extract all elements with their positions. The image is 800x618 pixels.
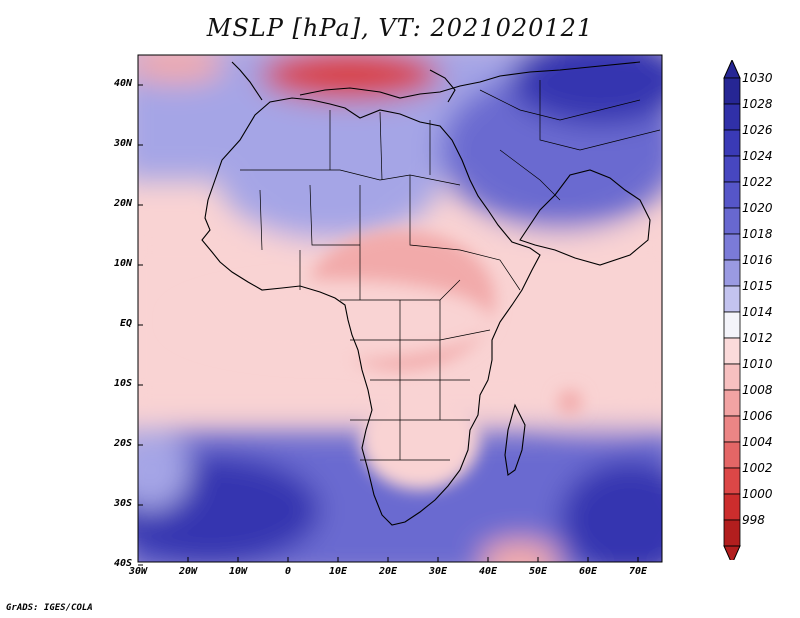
axis-ticks xyxy=(137,84,639,566)
lat-label: 10N xyxy=(113,258,132,269)
colorbar-label: 1000 xyxy=(742,487,773,501)
colorbar-label: 1020 xyxy=(742,201,773,215)
colorbar xyxy=(723,60,741,560)
lat-label: 10S xyxy=(113,378,132,389)
colorbar-swatch xyxy=(723,181,741,209)
lon-label: 30E xyxy=(428,566,448,577)
lon-label: 10E xyxy=(328,566,348,577)
colorbar-swatch xyxy=(723,77,741,105)
colorbar-swatch xyxy=(723,155,741,183)
lat-label: EQ xyxy=(119,318,132,329)
lon-label: 70E xyxy=(628,566,648,577)
lon-label: 20E xyxy=(378,566,398,577)
colorbar-label: 1015 xyxy=(742,279,773,293)
colorbar-swatch xyxy=(723,233,741,261)
colorbar-label: 1028 xyxy=(742,97,773,111)
colorbar-top-arrow xyxy=(723,60,741,79)
colorbar-label: 1006 xyxy=(742,409,773,423)
colorbar-label: 1026 xyxy=(742,123,773,137)
lon-label: 50E xyxy=(528,566,548,577)
lon-label: 20W xyxy=(178,566,198,577)
colorbar-swatch xyxy=(723,519,741,547)
colorbar-swatch xyxy=(723,415,741,443)
lat-label: 20N xyxy=(113,198,132,209)
country-borders xyxy=(240,80,661,461)
colorbar-swatch xyxy=(723,285,741,313)
colorbar-swatch xyxy=(723,311,741,339)
colorbar-bottom-arrow xyxy=(723,545,741,560)
colorbar-swatch xyxy=(723,207,741,235)
colorbar-label: 1012 xyxy=(742,331,773,345)
lon-label: 40E xyxy=(478,566,498,577)
lon-label: 30W xyxy=(128,566,148,577)
credit-label: GrADS: IGES/COLA xyxy=(6,603,93,613)
lat-label: 40N xyxy=(113,78,132,89)
colorbar-swatch xyxy=(723,389,741,417)
lon-label: 0 xyxy=(284,566,292,577)
colorbar-swatch xyxy=(723,363,741,391)
lat-label: 30S xyxy=(113,498,132,509)
map-title: MSLP [hPa], VT: 2021020121 xyxy=(206,14,594,42)
colorbar-label: 1010 xyxy=(742,357,773,371)
colorbar-swatch xyxy=(723,259,741,287)
lon-label: 10W xyxy=(228,566,248,577)
colorbar-label: 1018 xyxy=(742,227,773,241)
colorbar-swatch xyxy=(723,441,741,469)
colorbar-label: 1022 xyxy=(742,175,773,189)
colorbar-swatch xyxy=(723,129,741,157)
colorbar-label: 1030 xyxy=(742,71,773,85)
lat-label: 30N xyxy=(113,138,132,149)
plot-frame xyxy=(137,54,663,563)
colorbar-label: 1014 xyxy=(742,305,773,319)
lon-label: 60E xyxy=(578,566,598,577)
colorbar-label: 1008 xyxy=(742,383,773,397)
colorbar-label: 1004 xyxy=(742,435,773,449)
lat-label: 40S xyxy=(113,558,132,569)
colorbar-swatch xyxy=(723,467,741,495)
colorbar-label: 1002 xyxy=(742,461,773,475)
coastlines xyxy=(201,61,651,526)
colorbar-label: 1016 xyxy=(742,253,773,267)
colorbar-label: 998 xyxy=(742,513,765,527)
colorbar-swatch xyxy=(723,493,741,521)
colorbar-swatch xyxy=(723,337,741,365)
colorbar-label: 1024 xyxy=(742,149,773,163)
lat-label: 20S xyxy=(113,438,132,449)
colorbar-swatch xyxy=(723,103,741,131)
